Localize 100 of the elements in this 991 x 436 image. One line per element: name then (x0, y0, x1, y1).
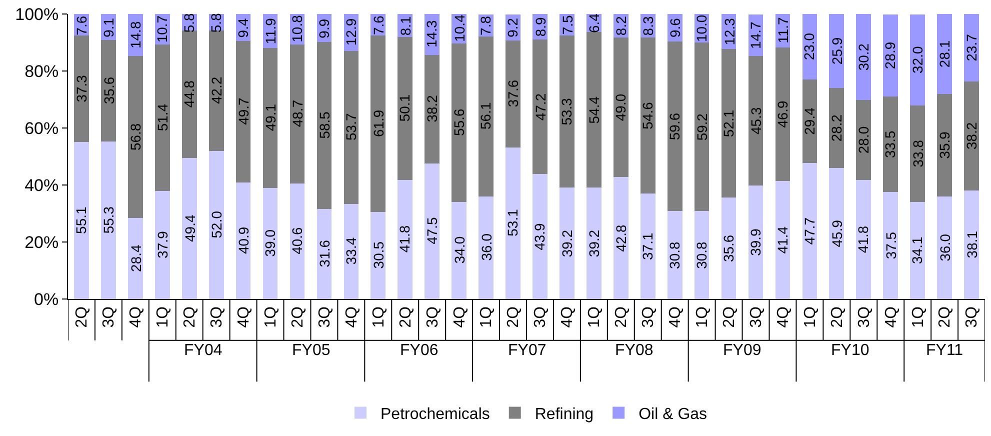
data-label: 36.0 (936, 234, 953, 262)
data-label: 59.2 (694, 113, 710, 141)
data-label: 56.8 (127, 123, 144, 151)
data-label: 11.9 (262, 18, 278, 44)
bar (748, 185, 764, 299)
x-tick-label: 3Q (100, 306, 118, 328)
x-tick-label: 3Q (208, 306, 226, 328)
data-label: 51.4 (154, 104, 171, 132)
data-label: 47.7 (802, 217, 818, 245)
data-label: 31.6 (316, 240, 332, 268)
x-tick-label: 4Q (451, 306, 468, 328)
bar (532, 174, 548, 299)
bar (74, 142, 89, 299)
x-tick-label: 2Q (828, 306, 846, 328)
data-label: 56.1 (478, 102, 494, 130)
data-label: 38.2 (964, 122, 980, 150)
data-label: 39.2 (558, 230, 575, 258)
bar (613, 37, 628, 178)
data-label: 37.3 (74, 74, 90, 102)
data-label: 8.1 (398, 16, 414, 36)
bar (398, 37, 413, 180)
data-label: 49.1 (262, 104, 278, 132)
data-label: 9.1 (100, 18, 116, 38)
data-label: 49.0 (612, 94, 629, 122)
data-label: 9.4 (234, 18, 251, 38)
x-tick-label: 4Q (128, 306, 145, 328)
bar (937, 94, 952, 196)
data-label: 52.0 (208, 210, 224, 238)
data-label: 39.0 (262, 229, 278, 257)
data-label: 37.6 (504, 80, 521, 108)
data-label: 53.7 (342, 113, 359, 140)
x-tick-label: 4Q (882, 306, 900, 328)
bar (883, 14, 898, 97)
data-label: 35.6 (720, 234, 737, 262)
data-label: 48.7 (289, 100, 306, 128)
data-label: 35.6 (100, 76, 117, 104)
x-tick-label: 3Q (424, 306, 442, 328)
data-label: 43.9 (532, 222, 548, 250)
data-label: 9.6 (667, 18, 684, 38)
data-label: 59.6 (666, 112, 683, 140)
data-label: 30.2 (856, 43, 872, 71)
x-tick-label: 1Q (262, 306, 280, 328)
x-tick-label: 4Q (236, 306, 253, 328)
data-label: 10.0 (694, 14, 710, 42)
bar (128, 56, 143, 218)
data-label: 12.3 (721, 18, 738, 46)
bar (506, 40, 520, 148)
data-label: 45.3 (748, 107, 764, 134)
data-label: 52.1 (720, 110, 736, 138)
data-label: 9.2 (504, 18, 521, 38)
bar (208, 30, 224, 151)
bar (640, 38, 656, 194)
bar (694, 42, 710, 212)
data-label: 30.5 (370, 241, 387, 269)
bar (667, 41, 682, 212)
bar (883, 96, 898, 192)
data-label: 7.6 (370, 15, 386, 35)
bar (398, 180, 413, 299)
bar (452, 202, 466, 299)
bar (316, 42, 332, 209)
text: FY09 (723, 342, 762, 359)
x-tick-label: 1Q (478, 306, 496, 328)
data-label: 30.8 (694, 241, 710, 269)
x-tick-label: 4Q (559, 306, 576, 328)
bar (424, 54, 440, 164)
data-label: 10.8 (289, 14, 306, 42)
y-tick-label: 20% (24, 232, 59, 252)
bar (262, 188, 278, 299)
data-label: 47.2 (532, 93, 548, 121)
bar (856, 100, 872, 180)
data-label: 45.9 (829, 220, 846, 248)
bar (667, 211, 682, 299)
x-tick-label: 2Q (720, 306, 738, 328)
x-tick-label: 1Q (586, 306, 604, 328)
bar (640, 193, 656, 299)
bar (370, 212, 386, 299)
data-label: 33.4 (342, 237, 359, 265)
y-tick-label: 60% (24, 118, 59, 138)
bar (775, 47, 790, 182)
bar (856, 180, 872, 299)
bar (290, 44, 305, 184)
x-tick-label: 1Q (370, 306, 388, 328)
data-label: 41.8 (396, 225, 413, 253)
text: FY07 (508, 342, 546, 359)
data-label: 39.9 (748, 228, 764, 256)
bar (101, 141, 116, 299)
data-label: 14.3 (424, 20, 440, 48)
data-label: 53.3 (558, 98, 575, 126)
x-tick-label: 3Q (964, 306, 981, 328)
data-label: 58.5 (316, 111, 333, 139)
data-label: 28.2 (828, 114, 845, 142)
data-label: 54.6 (639, 102, 656, 130)
bar (775, 181, 790, 299)
bar (532, 39, 548, 174)
bar (208, 150, 224, 299)
bar (424, 164, 440, 299)
data-label: 11.7 (775, 16, 792, 44)
bar (910, 105, 925, 202)
bar (182, 30, 197, 158)
data-label: 53.1 (504, 208, 521, 236)
